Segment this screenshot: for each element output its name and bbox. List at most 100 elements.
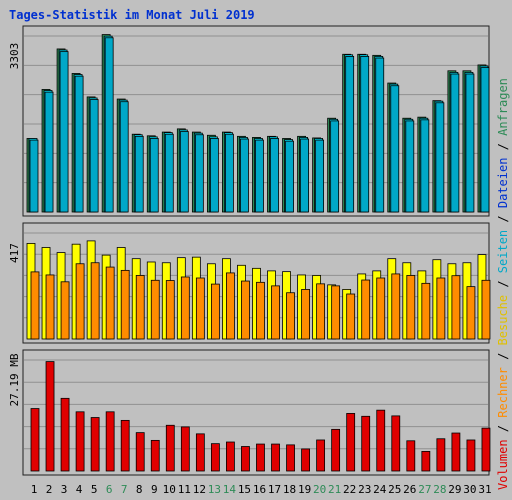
bar-seiten-day-8 bbox=[134, 135, 144, 213]
axis-max-label-requests: 3303 bbox=[8, 43, 21, 70]
bar-volumen-day-24 bbox=[376, 409, 386, 472]
bar-seiten-day-10 bbox=[164, 133, 174, 213]
legend-separator: / bbox=[496, 417, 510, 440]
x-tick-label: 8 bbox=[136, 483, 143, 496]
bar-volumen-day-9 bbox=[150, 439, 160, 472]
bar-seiten-day-30 bbox=[465, 73, 475, 213]
bar-rechner-day-15 bbox=[241, 280, 250, 340]
x-tick-label: 7 bbox=[121, 483, 128, 496]
x-tick-label: 24 bbox=[373, 483, 387, 496]
bar-seiten-day-26 bbox=[405, 120, 415, 213]
bar-rechner-day-11 bbox=[180, 276, 190, 340]
bar-seiten-day-11 bbox=[179, 131, 189, 213]
bar-volumen-day-31 bbox=[481, 427, 491, 472]
bar-volumen-day-18 bbox=[286, 444, 295, 472]
bar-seiten-day-29 bbox=[450, 73, 460, 213]
bar-rechner-day-18 bbox=[286, 292, 295, 340]
bar-volumen-day-21 bbox=[331, 428, 341, 472]
bar-seiten-day-13 bbox=[209, 138, 219, 213]
bar-seiten-day-18 bbox=[285, 140, 294, 213]
bar-volumen-day-25 bbox=[391, 415, 401, 472]
bar-seiten-day-25 bbox=[390, 85, 400, 213]
x-tick-label: 26 bbox=[403, 483, 416, 496]
bar-seiten-day-2 bbox=[44, 91, 54, 213]
bar-rechner-day-3 bbox=[60, 281, 70, 340]
bar-rechner-day-31 bbox=[481, 279, 491, 340]
x-tick-label: 18 bbox=[283, 483, 296, 496]
bar-volumen-day-8 bbox=[135, 432, 145, 472]
legend-item-anfragen: Anfragen bbox=[496, 78, 510, 136]
bar-rechner-day-30 bbox=[466, 286, 476, 340]
legend-separator: / bbox=[496, 345, 510, 368]
bar-rechner-day-2 bbox=[45, 274, 55, 340]
axis-max-label-visits: 417 bbox=[8, 243, 21, 263]
bar-seiten-day-28 bbox=[435, 102, 445, 213]
bar-seiten-day-5 bbox=[89, 99, 99, 213]
bar-seiten-day-23 bbox=[360, 56, 370, 213]
x-tick-label: 11 bbox=[178, 483, 191, 496]
bar-volumen-day-17 bbox=[271, 443, 280, 472]
bar-rechner-day-26 bbox=[406, 275, 416, 340]
bar-volumen-day-3 bbox=[60, 397, 70, 472]
bar-seiten-day-7 bbox=[119, 101, 129, 213]
bar-rechner-day-24 bbox=[376, 277, 386, 340]
bar-rechner-day-1 bbox=[30, 271, 40, 340]
bar-seiten-day-31 bbox=[480, 67, 490, 213]
x-tick-label: 19 bbox=[298, 483, 311, 496]
x-tick-label: 15 bbox=[238, 483, 251, 496]
bar-rechner-day-4 bbox=[75, 263, 85, 340]
legend-separator: / bbox=[496, 273, 510, 295]
bar-rechner-day-25 bbox=[391, 273, 401, 340]
bar-seiten-day-3 bbox=[59, 51, 69, 213]
bar-volumen-day-14 bbox=[226, 441, 235, 472]
bar-rechner-day-23 bbox=[361, 279, 371, 340]
x-tick-label: 20 bbox=[313, 483, 326, 496]
bar-volumen-day-6 bbox=[105, 411, 115, 472]
bar-volumen-day-10 bbox=[165, 424, 175, 472]
bar-volumen-day-11 bbox=[180, 426, 190, 472]
bar-volumen-day-13 bbox=[210, 443, 220, 472]
x-tick-label: 21 bbox=[328, 483, 341, 496]
bar-rechner-day-8 bbox=[135, 275, 145, 340]
x-tick-label: 9 bbox=[151, 483, 158, 496]
x-tick-label: 6 bbox=[106, 483, 113, 496]
bar-seiten-day-16 bbox=[255, 139, 264, 213]
bar-rechner-day-22 bbox=[346, 293, 356, 340]
bar-rechner-day-21 bbox=[331, 285, 341, 340]
bar-volumen-day-5 bbox=[90, 417, 100, 472]
bar-seiten-day-15 bbox=[240, 138, 249, 213]
bar-volumen-day-4 bbox=[75, 411, 85, 472]
bar-volumen-day-7 bbox=[120, 419, 130, 472]
x-tick-label: 17 bbox=[268, 483, 281, 496]
legend-item-rechner: Rechner bbox=[496, 367, 510, 418]
legend-separator: / bbox=[496, 135, 510, 158]
bar-rechner-day-20 bbox=[316, 283, 326, 340]
bar-rechner-day-12 bbox=[195, 277, 205, 340]
bar-seiten-day-27 bbox=[420, 119, 430, 213]
bar-volumen-day-26 bbox=[406, 440, 416, 472]
bar-volumen-day-2 bbox=[45, 361, 55, 472]
bar-rechner-day-29 bbox=[451, 275, 461, 340]
bar-volumen-day-30 bbox=[466, 439, 476, 472]
legend-item-volumen: Volumen bbox=[496, 439, 510, 490]
bar-seiten-day-21 bbox=[330, 120, 340, 213]
bar-seiten-day-20 bbox=[315, 139, 325, 213]
bar-volumen-day-27 bbox=[421, 451, 431, 472]
bar-seiten-day-6 bbox=[104, 37, 114, 213]
bar-rechner-day-16 bbox=[256, 281, 265, 340]
bar-rechner-day-27 bbox=[421, 282, 431, 340]
bar-seiten-day-1 bbox=[29, 139, 39, 213]
legend: Volumen / Rechner / Besuche / Seiten / D… bbox=[496, 78, 510, 490]
bar-seiten-day-9 bbox=[149, 138, 159, 213]
bar-volumen-day-1 bbox=[30, 408, 40, 472]
legend-item-besuche: Besuche bbox=[496, 294, 510, 346]
x-tick-label: 28 bbox=[433, 483, 446, 496]
x-tick-label: 25 bbox=[388, 483, 401, 496]
bar-rechner-day-9 bbox=[150, 279, 160, 340]
bar-rechner-day-13 bbox=[210, 283, 220, 340]
legend-item-seiten: Seiten bbox=[496, 229, 510, 274]
x-tick-label: 10 bbox=[163, 483, 176, 496]
x-tick-label: 16 bbox=[253, 483, 266, 496]
bar-rechner-day-14 bbox=[226, 272, 235, 340]
